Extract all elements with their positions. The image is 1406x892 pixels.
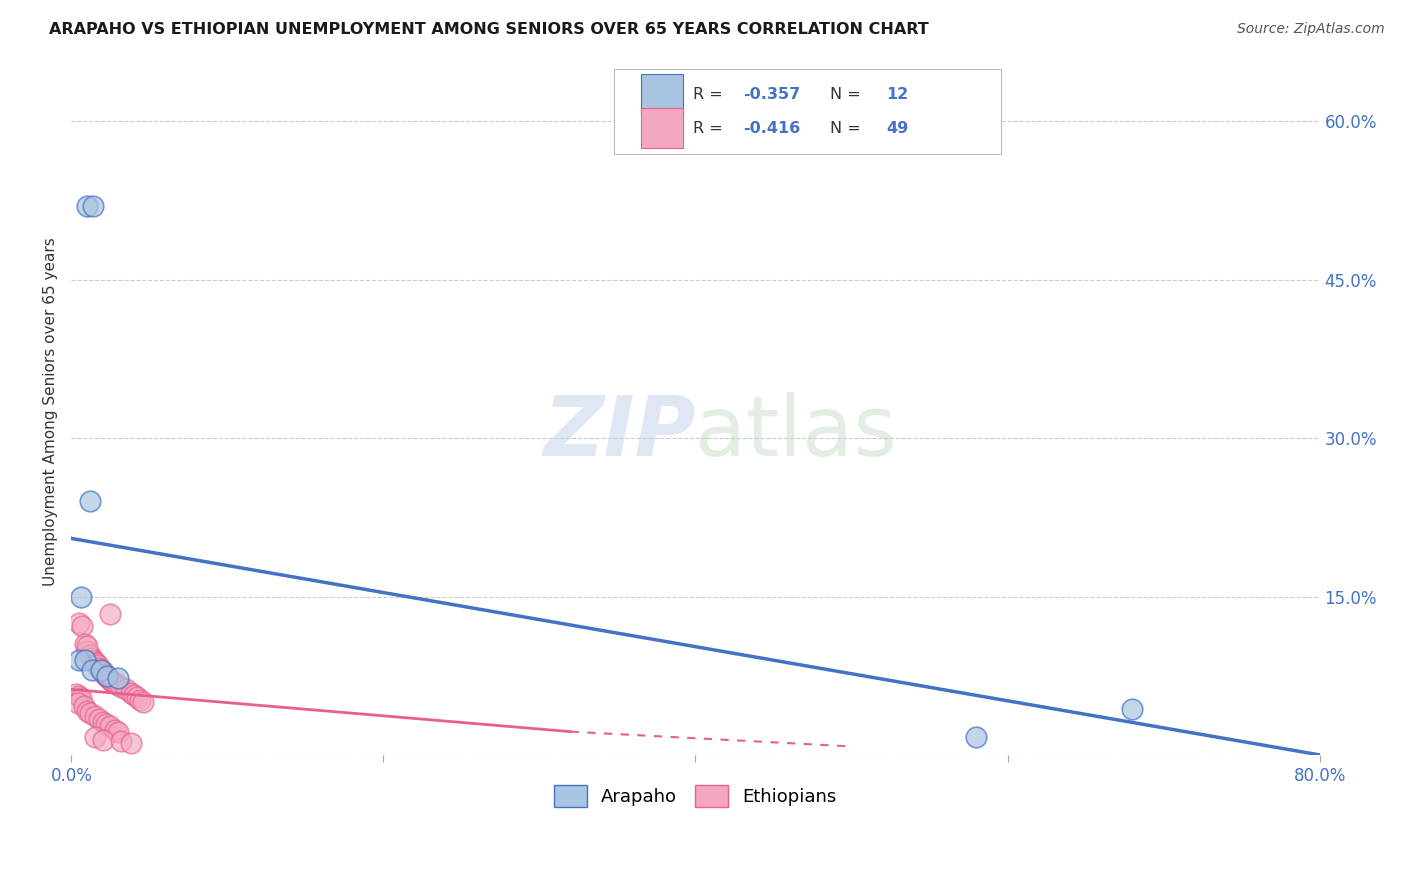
Point [98,719,121,733]
Point [103,675,125,690]
Point [91,665,114,679]
Text: 49: 49 [886,120,908,136]
Point [82,199,104,213]
Point [104,676,127,690]
Text: N =: N = [831,87,866,102]
Point [67,615,90,630]
Point [91,733,114,747]
Point [120,736,142,750]
Point [110,734,132,748]
Point [110,681,132,695]
Point [115,682,138,697]
Legend: Arapaho, Ethiopians: Arapaho, Ethiopians [547,778,844,814]
Text: 12: 12 [886,87,908,102]
Point [76,704,98,718]
Point [1121,702,1143,716]
Point [73,699,96,714]
Point [93,666,115,681]
FancyBboxPatch shape [614,69,1001,154]
Point [107,671,129,685]
Point [66,696,89,710]
Point [79,706,101,720]
Text: R =: R = [693,120,728,136]
Point [83,730,105,744]
Point [89,712,111,726]
Point [65,687,87,701]
Point [70,619,93,633]
Point [98,607,121,622]
Point [79,648,101,662]
Point [69,590,91,604]
Point [97,671,120,685]
Point [84,656,107,670]
Point [67,653,90,667]
Point [107,678,129,692]
Point [80,664,103,678]
Point [80,650,103,665]
Point [104,723,127,737]
Point [96,669,118,683]
Point [965,730,987,744]
Point [98,673,121,687]
Point [83,655,105,669]
Point [129,693,152,707]
Text: N =: N = [831,120,866,136]
Point [91,715,114,730]
Point [76,639,98,653]
Point [89,661,111,675]
Text: -0.416: -0.416 [742,120,800,136]
Point [75,637,97,651]
Text: atlas: atlas [696,392,897,473]
Point [82,653,104,667]
Point [94,667,117,681]
Point [107,724,129,739]
Point [76,199,98,213]
Point [79,494,101,508]
Point [101,673,124,688]
Point [125,690,148,704]
Point [94,717,117,731]
Text: ARAPAHO VS ETHIOPIAN UNEMPLOYMENT AMONG SENIORS OVER 65 YEARS CORRELATION CHART: ARAPAHO VS ETHIOPIAN UNEMPLOYMENT AMONG … [49,22,929,37]
Point [76,644,98,658]
Point [67,689,90,703]
Text: -0.357: -0.357 [742,87,800,102]
Point [83,709,105,723]
Y-axis label: Unemployment Among Seniors over 65 years: Unemployment Among Seniors over 65 years [44,237,58,586]
Point [132,695,155,709]
Point [87,658,110,673]
FancyBboxPatch shape [641,74,683,115]
Point [75,653,97,667]
Text: R =: R = [693,87,728,102]
Point [90,664,112,678]
Point [96,670,118,684]
Point [122,688,145,702]
Point [69,690,91,705]
Text: Source: ZipAtlas.com: Source: ZipAtlas.com [1237,22,1385,37]
Point [120,685,142,699]
Point [90,664,112,678]
FancyBboxPatch shape [641,108,683,148]
Text: ZIP: ZIP [543,392,696,473]
